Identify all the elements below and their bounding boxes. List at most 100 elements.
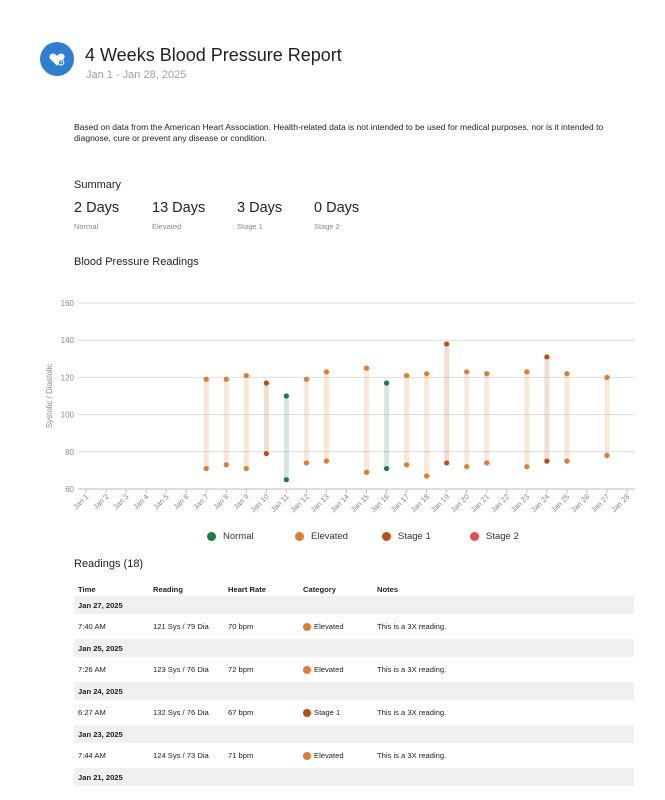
legend-label: Stage 2 <box>486 531 519 542</box>
cell-category: Stage 1 <box>303 708 340 717</box>
x-tick-label: Jan 23 <box>509 492 531 514</box>
range-bar <box>544 356 550 462</box>
diastolic-point <box>323 458 330 464</box>
diastolic-point <box>203 465 209 472</box>
category-dot <box>303 622 311 631</box>
legend-label: Stage 1 <box>398 531 431 542</box>
column-header-notes: Notes <box>377 584 399 594</box>
page-title: 4 Weeks Blood Pressure Report <box>85 45 342 65</box>
diastolic-point <box>363 469 370 475</box>
diastolic-point <box>604 452 610 459</box>
diastolic-point <box>303 460 310 466</box>
cell-time: 6:27 AM <box>78 708 106 717</box>
bp-range-chart: 60 80 100 120 140 160 Systolic / Diastolic Jan … <box>45 299 635 514</box>
column-header-category: Category <box>303 584 336 594</box>
date-group-row: Jan 23, 2025 <box>74 725 634 743</box>
range-bar <box>364 368 370 473</box>
cell-reading: 123 Sys / 76 Dia <box>153 665 209 674</box>
x-tick-label: Jan 11 <box>269 492 291 514</box>
cell-heart-rate: 72 bpm <box>228 665 254 674</box>
cell-reading: 121 Sys / 79 Dia <box>153 622 209 631</box>
x-tick-label: Jan 20 <box>449 492 471 514</box>
date-group-label: Jan 23, 2025 <box>78 729 123 739</box>
x-tick-label: Jan 19 <box>429 492 451 514</box>
x-tick-label: Jan 27 <box>589 492 611 514</box>
x-tick-label: Jan 2 <box>91 492 110 511</box>
summary-stat-normal: 2 Days Normal <box>74 200 119 231</box>
systolic-point <box>263 380 269 386</box>
stat-label: Stage 1 <box>237 222 263 231</box>
y-axis-label: Systolic / Diastolic <box>45 364 54 428</box>
stat-label: Normal <box>74 222 99 231</box>
stat-label: Stage 2 <box>314 222 340 231</box>
range-bar <box>243 375 249 469</box>
y-tick-label: 140 <box>61 336 75 345</box>
legend-dot-stage2 <box>470 532 479 541</box>
diastolic-point <box>544 458 550 464</box>
date-group-label: Jan 24, 2025 <box>78 686 123 696</box>
range-bar <box>404 375 410 465</box>
stat-value: 3 Days <box>237 200 283 216</box>
diastolic-point <box>403 462 410 468</box>
range-bar <box>283 396 289 480</box>
heart-icon <box>49 53 65 66</box>
legend-label: Elevated <box>311 531 348 542</box>
cell-time: 7:26 AM <box>78 665 106 674</box>
chart-legend: Normal Elevated Stage 1 Stage 2 <box>0 531 665 547</box>
x-tick-label: Jan 16 <box>369 492 391 514</box>
systolic-point <box>564 371 570 377</box>
x-tick-label: Jan 8 <box>211 492 230 511</box>
table-row: 7:26 AM 123 Sys / 76 Dia 72 bpm Elevated Thi… <box>74 657 634 682</box>
systolic-point <box>283 393 289 399</box>
x-tick-label: Jan 18 <box>409 492 431 514</box>
range-bar <box>424 373 430 476</box>
range-bar <box>484 373 490 463</box>
systolic-point <box>544 354 550 360</box>
range-bar <box>203 379 209 469</box>
cell-notes: This is a 3X reading. <box>377 622 447 631</box>
category-label: Elevated <box>314 751 344 760</box>
range-bar <box>263 382 269 454</box>
range-bar <box>604 377 610 456</box>
stat-label: Elevated <box>152 222 182 231</box>
diastolic-point <box>564 458 570 464</box>
readings-table: Time Reading Heart Rate Category Notes J… <box>74 582 634 786</box>
systolic-point <box>464 369 470 375</box>
date-group-label: Jan 25, 2025 <box>78 643 123 653</box>
systolic-point <box>323 369 330 375</box>
date-group-label: Jan 27, 2025 <box>78 600 123 610</box>
diastolic-point <box>464 464 470 470</box>
cell-notes: This is a 3X reading. <box>377 708 447 717</box>
x-tick-label: Jan 7 <box>191 492 210 511</box>
range-bar <box>444 343 450 463</box>
x-tick-label: Jan 6 <box>171 492 190 511</box>
legend-elevated: Elevated <box>295 531 348 542</box>
systolic-point <box>604 374 610 380</box>
x-tick-label: Jan 4 <box>131 492 150 511</box>
range-bar <box>564 373 570 462</box>
category-label: Elevated <box>314 622 344 631</box>
x-tick-label: Jan 10 <box>248 492 270 514</box>
column-header-reading: Reading <box>153 584 183 594</box>
summary-stat-stage2: 0 Days Stage 2 <box>314 200 359 231</box>
legend-dot-normal <box>207 532 216 541</box>
summary-stat-elevated: 13 Days Elevated <box>152 200 205 231</box>
cell-category: Elevated <box>303 751 344 760</box>
range-bar <box>323 371 329 462</box>
table-row: 7:40 AM 121 Sys / 79 Dia 70 bpm Elevated Thi… <box>74 614 634 639</box>
x-tick-label: Jan 14 <box>329 492 351 514</box>
x-tick-label: Jan 13 <box>309 492 331 514</box>
legend-dot-stage1 <box>382 532 391 541</box>
x-tick-label: Jan 3 <box>111 492 130 511</box>
systolic-point <box>403 372 410 379</box>
systolic-point <box>363 365 370 371</box>
x-tick-label: Jan 22 <box>489 492 511 514</box>
cell-heart-rate: 70 bpm <box>228 622 254 631</box>
diastolic-point <box>424 473 430 479</box>
app-logo <box>40 42 74 76</box>
cell-category: Elevated <box>303 622 344 631</box>
y-tick-label: 60 <box>65 485 74 494</box>
category-label: Stage 1 <box>314 708 341 717</box>
date-range: Jan 1 - Jan 28, 2025 <box>86 69 187 81</box>
category-dot <box>303 751 311 760</box>
